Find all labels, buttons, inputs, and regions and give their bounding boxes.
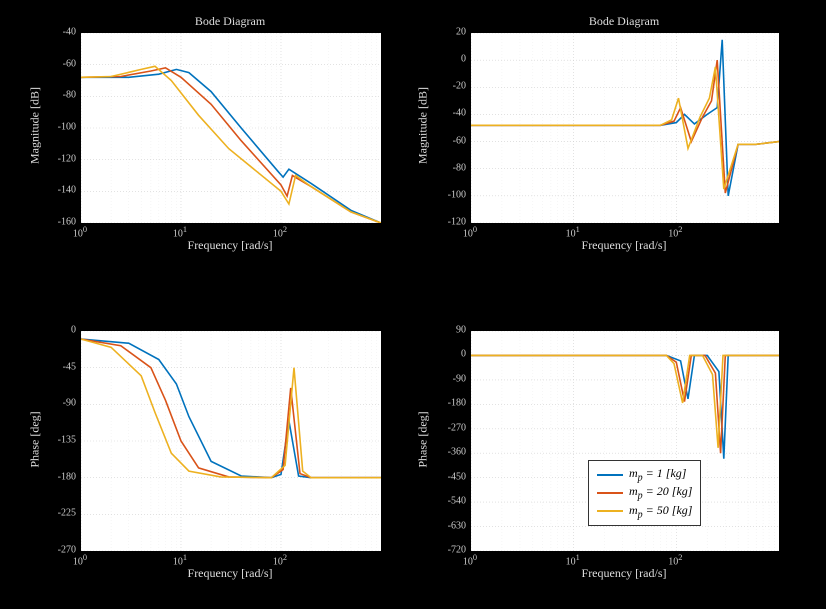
ytick-label: -100 [58,122,76,133]
ytick-label: -120 [58,153,76,164]
legend-label-2: mp = 20 [kg] [629,484,692,501]
ytick-label: -80 [453,162,466,173]
ytick-label: 20 [456,27,466,38]
ytick-label: 0 [461,349,466,360]
xtick-label: 101 [173,553,187,567]
xtick-label: 101 [566,553,580,567]
xlabel-bottom-right: Frequency [rad/s] [470,566,778,581]
legend-item-2: mp = 20 [kg] [597,484,692,501]
ytick-label: -270 [448,422,466,433]
xlabel-top-left: Frequency [rad/s] [80,238,380,253]
ytick-label: -40 [63,27,76,38]
series-line [81,339,381,478]
series-line [81,69,381,223]
series-line [81,339,381,478]
legend-swatch-2 [597,492,623,494]
series-line [471,355,779,447]
panel-top-right [470,32,780,224]
ytick-label: -720 [448,545,466,556]
xtick-label: 102 [668,225,682,239]
ytick-label: -450 [448,471,466,482]
ylabel-bottom-left: Phase [deg] [28,330,43,550]
series-line [471,355,779,458]
ytick-label: -90 [63,398,76,409]
panel-top-left [80,32,382,224]
ytick-label: -40 [453,108,466,119]
ytick-label: 0 [71,325,76,336]
series-line [81,339,381,478]
ytick-label: -20 [453,81,466,92]
ytick-label: -80 [63,90,76,101]
panel-bottom-left [80,330,382,552]
ytick-label: -360 [448,447,466,458]
legend: mp = 1 [kg] mp = 20 [kg] mp = 50 [kg] [588,460,701,526]
ytick-label: -90 [453,373,466,384]
ytick-label: -270 [58,545,76,556]
legend-label-1: mp = 1 [kg] [629,466,686,483]
ytick-label: -225 [58,508,76,519]
legend-swatch-1 [597,474,623,476]
ytick-label: -135 [58,435,76,446]
xtick-label: 102 [668,553,682,567]
title-top-right: Bode Diagram [470,14,778,29]
ytick-label: -180 [448,398,466,409]
ytick-label: 0 [461,54,466,65]
ylabel-top-right: Magnitude [dB] [416,31,431,221]
xtick-label: 102 [273,225,287,239]
legend-item-1: mp = 1 [kg] [597,466,692,483]
title-top-left: Bode Diagram [80,14,380,29]
legend-item-3: mp = 50 [kg] [597,503,692,520]
xtick-label: 102 [273,553,287,567]
xlabel-bottom-left: Frequency [rad/s] [80,566,380,581]
ylabel-top-left: Magnitude [dB] [28,31,43,221]
ylabel-bottom-right: Phase [deg] [416,330,431,550]
xtick-label: 101 [173,225,187,239]
ytick-label: -180 [58,471,76,482]
legend-swatch-3 [597,510,623,512]
ytick-label: -630 [448,520,466,531]
xlabel-top-right: Frequency [rad/s] [470,238,778,253]
xtick-label: 101 [566,225,580,239]
ytick-label: -100 [448,189,466,200]
ytick-label: -60 [453,135,466,146]
ytick-label: -140 [58,185,76,196]
ytick-label: -160 [58,217,76,228]
ytick-label: -60 [63,58,76,69]
ytick-label: -45 [63,361,76,372]
ytick-label: -540 [448,496,466,507]
ytick-label: -120 [448,217,466,228]
legend-label-3: mp = 50 [kg] [629,503,692,520]
series-line [471,40,779,196]
ytick-label: 90 [456,325,466,336]
